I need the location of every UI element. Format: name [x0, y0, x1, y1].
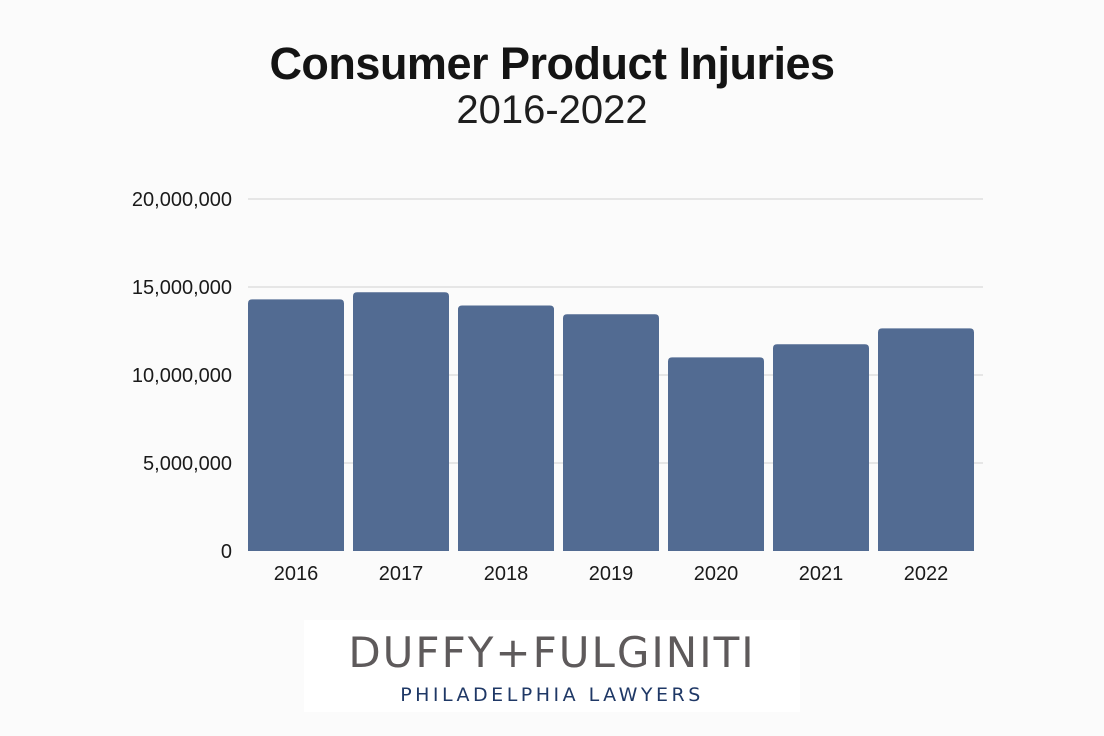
y-tick-label: 0 [221, 541, 232, 563]
x-tick-label: 2020 [694, 563, 739, 585]
bar-2021 [773, 344, 869, 551]
logo-wordmark: DUFFY+FULGINITI [348, 628, 756, 677]
x-tick-label: 2016 [274, 563, 319, 585]
firm-logo: DUFFY+FULGINITI PHILADELPHIA LAWYERS [304, 620, 800, 712]
bars [248, 292, 974, 551]
bar-chart: 0 5,000,000 10,000,000 15,000,000 20,000,000… [132, 189, 983, 585]
y-tick-label: 5,000,000 [143, 453, 232, 475]
x-tick-label: 2021 [799, 563, 844, 585]
chart-subtitle: 2016-2022 [456, 88, 648, 132]
bar-2019 [563, 314, 659, 551]
y-tick-label: 15,000,000 [132, 277, 232, 299]
y-tick-label: 10,000,000 [132, 365, 232, 387]
bar-2017 [353, 292, 449, 551]
bar-2018 [458, 305, 554, 551]
bar-2022 [878, 328, 974, 551]
y-axis-ticks: 0 5,000,000 10,000,000 15,000,000 20,000,000 [132, 189, 232, 563]
x-tick-label: 2019 [589, 563, 634, 585]
x-tick-label: 2017 [379, 563, 424, 585]
x-tick-label: 2018 [484, 563, 529, 585]
logo-tagline: PHILADELPHIA LAWYERS [400, 684, 704, 706]
bar-2020 [668, 357, 764, 551]
x-axis-ticks: 2016 2017 2018 2019 2020 2021 2022 [274, 563, 949, 585]
bar-2016 [248, 299, 344, 551]
x-tick-label: 2022 [904, 563, 949, 585]
y-tick-label: 20,000,000 [132, 189, 232, 211]
chart-title: Consumer Product Injuries [269, 38, 835, 89]
